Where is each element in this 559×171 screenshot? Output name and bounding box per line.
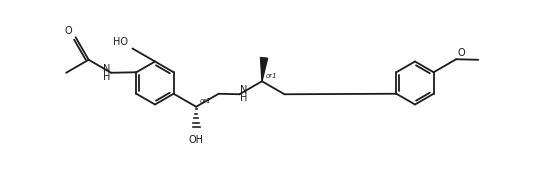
- Text: HO: HO: [113, 36, 129, 47]
- Text: or1: or1: [266, 73, 278, 79]
- Text: OH: OH: [188, 135, 203, 145]
- Text: H: H: [240, 94, 248, 103]
- Text: N: N: [103, 64, 110, 74]
- Text: N: N: [240, 85, 248, 95]
- Text: H: H: [103, 72, 110, 82]
- Text: O: O: [64, 26, 72, 36]
- Polygon shape: [260, 58, 268, 81]
- Text: O: O: [457, 48, 465, 58]
- Text: or1: or1: [200, 98, 212, 104]
